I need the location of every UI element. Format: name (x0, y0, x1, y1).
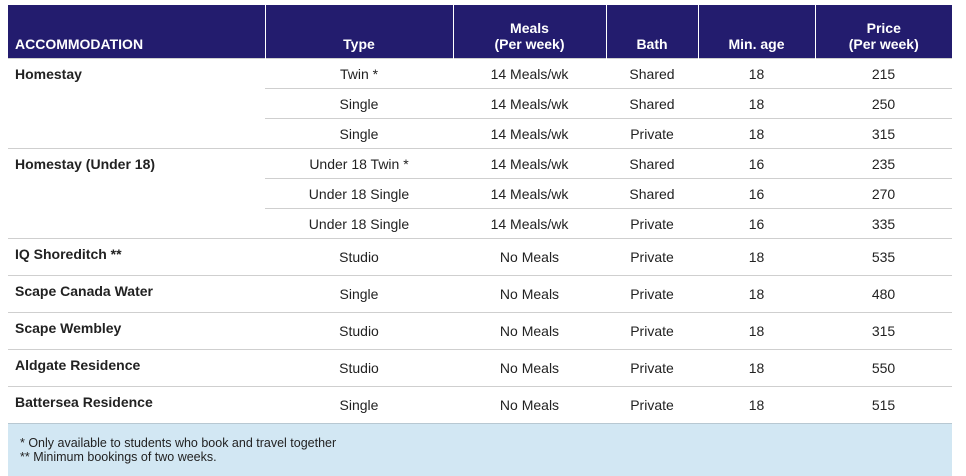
header-cell: Bath (605, 5, 698, 59)
table-cell: Private (606, 118, 698, 149)
table-row: Under 18 Single 14 Meals/wk Private 16 335 (8, 208, 952, 239)
table-cell: 515 (815, 386, 952, 423)
table-cell: 14 Meals/wk (453, 118, 606, 149)
table-row: Single 14 Meals/wk Shared 18 250 (8, 88, 952, 119)
table-cell: Shared (606, 58, 698, 89)
table-cell: 270 (815, 178, 952, 209)
table-cell: Private (606, 386, 698, 423)
table-row: Aldgate Residence Studio No Meals Private 18… (8, 349, 952, 387)
table-cell: 16 (698, 208, 815, 239)
table-cell: 250 (815, 88, 952, 119)
table-cell: No Meals (453, 275, 606, 313)
accommodation-name: Homestay (8, 58, 265, 149)
table-cell: 480 (815, 275, 952, 313)
table-cell: Studio (265, 238, 453, 276)
table-row: IQ Shoreditch ** Studio No Meals Private 18 5… (8, 238, 952, 276)
table-cell: No Meals (453, 312, 606, 350)
accommodation-name: Scape Canada Water (8, 275, 265, 313)
table-cell: 550 (815, 349, 952, 387)
header-text: ACCOMMODATION (15, 36, 144, 52)
table-cell: No Meals (453, 349, 606, 387)
table-cell: 315 (815, 118, 952, 149)
table-cell: 235 (815, 148, 952, 179)
table-cell: No Meals (453, 238, 606, 276)
table-cell: Private (606, 312, 698, 350)
table-cell: 18 (698, 312, 815, 350)
header-cell: Price (Per week) (814, 5, 952, 59)
price-table: ACCOMMODATION Type Meals (Per week) Bath Min.… (8, 5, 952, 476)
table-body: Homestay Twin * 14 Meals/wk Shared 18 215 Sing… (8, 58, 952, 423)
table-cell: Single (265, 386, 453, 423)
table-row: Single 14 Meals/wk Private 18 315 (8, 118, 952, 149)
accommodation-name: Battersea Residence (8, 386, 265, 423)
table-cell: Private (606, 238, 698, 276)
footnote: * Only available to students who book an… (20, 436, 337, 450)
table-cell: Under 18 Single (265, 178, 453, 209)
header-text: Min. age (728, 36, 785, 52)
table-cell: Private (606, 275, 698, 313)
table-row: Homestay Twin * 14 Meals/wk Shared 18 215 (8, 58, 952, 149)
table-cell: 315 (815, 312, 952, 350)
table-cell: 14 Meals/wk (453, 148, 606, 179)
accommodation-name: Homestay (Under 18) (8, 148, 265, 239)
header-text: Type (343, 36, 375, 52)
table-cell: 535 (815, 238, 952, 276)
accommodation-name: Aldgate Residence (8, 349, 265, 387)
table: ACCOMMODATION Type Meals (Per week) Bath Min.… (8, 5, 952, 423)
table-cell: 16 (698, 178, 815, 209)
table-cell: Private (606, 349, 698, 387)
table-row: Homestay (Under 18) Under 18 Twin * 14 Mea… (8, 148, 952, 239)
table-cell: 14 Meals/wk (453, 178, 606, 209)
header-cell: Min. age (697, 5, 815, 59)
table-cell: 215 (815, 58, 952, 89)
header-row: ACCOMMODATION Type Meals (Per week) Bath Min.… (8, 5, 952, 59)
header-text: (Per week) (494, 36, 565, 52)
table-cell: No Meals (453, 386, 606, 423)
header-text: Bath (636, 36, 668, 52)
table-cell: Single (265, 275, 453, 313)
table-cell: 14 Meals/wk (453, 58, 606, 89)
table-row: Scape Canada Water Single No Meals Private 1… (8, 275, 952, 313)
accommodation-name: IQ Shoreditch ** (8, 238, 265, 276)
table-cell: 18 (698, 58, 815, 89)
accommodation-name: Scape Wembley (8, 312, 265, 350)
table-cell: 14 Meals/wk (453, 208, 606, 239)
header-cell: ACCOMMODATION (8, 5, 265, 59)
table-cell: 18 (698, 88, 815, 119)
page: ACCOMMODATION Type Meals (Per week) Bath Min.… (8, 5, 952, 476)
table-cell: Private (606, 208, 698, 239)
header-cell: Type (264, 5, 453, 59)
table-cell: Shared (606, 88, 698, 119)
table-cell: 18 (698, 238, 815, 276)
table-cell: 335 (815, 208, 952, 239)
table-cell: Under 18 Single (265, 208, 453, 239)
table-row: Under 18 Single 14 Meals/wk Shared 16 270 (8, 178, 952, 209)
header-text: (Per week) (848, 36, 919, 52)
table-cell: 18 (698, 118, 815, 149)
table-cell: 18 (698, 349, 815, 387)
table-cell: 16 (698, 148, 815, 179)
footnote: ** Minimum bookings of two weeks. (20, 450, 217, 464)
header-text: Meals (510, 20, 549, 36)
table-cell: Studio (265, 312, 453, 350)
table-row: Battersea Residence Single No Meals Private… (8, 386, 952, 423)
table-cell: Single (265, 118, 453, 149)
header-cell: Meals (Per week) (452, 5, 606, 59)
table-row: Scape Wembley Studio No Meals Private 18 315 (8, 312, 952, 350)
header-text: Price (866, 20, 901, 36)
table-cell: 14 Meals/wk (453, 88, 606, 119)
table-cell: Under 18 Twin * (265, 148, 453, 179)
footnotes: * Only available to students who book an… (8, 423, 952, 476)
table-cell: Twin * (265, 58, 453, 89)
table-cell: Studio (265, 349, 453, 387)
table-cell: 18 (698, 275, 815, 313)
table-cell: Single (265, 88, 453, 119)
table-cell: Shared (606, 148, 698, 179)
table-cell: 18 (698, 386, 815, 423)
table-cell: Shared (606, 178, 698, 209)
